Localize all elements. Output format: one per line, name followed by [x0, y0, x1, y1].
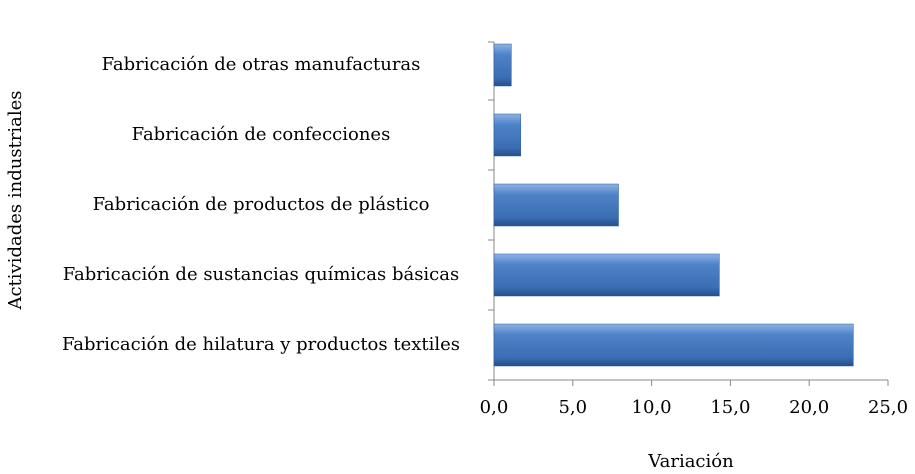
x-axis-title: Variación	[647, 451, 734, 472]
y-tick-label: Fabricación de confecciones	[131, 124, 391, 145]
bar	[493, 43, 512, 87]
y-tick-label: Fabricación de productos de plástico	[92, 194, 430, 215]
bar	[493, 323, 854, 367]
bar	[493, 183, 619, 227]
x-tick-label: 15,0	[710, 397, 750, 418]
y-tick-label: Fabricación de otras manufacturas	[101, 54, 421, 75]
x-tick-label: 20,0	[789, 397, 829, 418]
bar	[493, 253, 720, 297]
y-tick-label: Fabricación de sustancias químicas básic…	[62, 264, 460, 285]
x-tick-label: 25,0	[868, 397, 908, 418]
x-tick-label: 5,0	[558, 397, 587, 418]
x-tick-label: 10,0	[632, 397, 672, 418]
x-tick-label: 0,0	[480, 397, 509, 418]
bar	[493, 113, 522, 157]
y-tick-label: Fabricación de hilatura y productos text…	[61, 334, 461, 355]
y-axis-title: Actividades industriales	[5, 90, 26, 310]
